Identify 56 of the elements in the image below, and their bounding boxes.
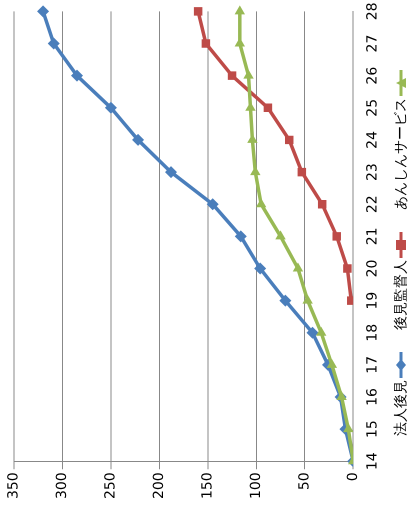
point bbox=[279, 294, 292, 307]
x-tick-label: 200 bbox=[151, 472, 168, 500]
point bbox=[306, 326, 318, 339]
y-tick-label: 28 bbox=[364, 2, 381, 20]
x-tick-label: 300 bbox=[54, 472, 70, 500]
point bbox=[234, 230, 247, 242]
y-tick-label: 24 bbox=[364, 130, 381, 149]
point bbox=[302, 294, 313, 304]
point bbox=[228, 71, 236, 80]
point bbox=[343, 264, 352, 273]
point bbox=[104, 102, 117, 114]
y-tick-label: 25 bbox=[364, 98, 381, 117]
point bbox=[132, 134, 144, 146]
point bbox=[165, 166, 177, 178]
x-tick-label: 0 bbox=[344, 472, 361, 482]
legend-label: 後見監督人 bbox=[392, 260, 410, 330]
point bbox=[256, 198, 266, 208]
point bbox=[194, 7, 202, 16]
y-tick-label: 20 bbox=[364, 260, 381, 278]
y-tick-label: 14 bbox=[364, 452, 381, 470]
point bbox=[284, 136, 294, 144]
x-tick-label: 350 bbox=[6, 472, 22, 500]
legend-label: 法人後見 bbox=[392, 380, 410, 436]
y-tick-label: 19 bbox=[364, 292, 381, 310]
legend-label: あんしんサービス bbox=[392, 98, 410, 210]
point bbox=[264, 104, 272, 112]
y-tick-label: 23 bbox=[364, 163, 381, 181]
point bbox=[318, 200, 326, 208]
x-tick-label: 150 bbox=[199, 472, 216, 500]
y-tick-label: 17 bbox=[364, 356, 381, 374]
point bbox=[336, 391, 347, 400]
point bbox=[298, 168, 306, 176]
point bbox=[37, 5, 50, 18]
point bbox=[234, 5, 246, 14]
point bbox=[70, 70, 83, 82]
y-tick-label: 15 bbox=[364, 420, 381, 438]
y-tick-label: 27 bbox=[364, 34, 381, 52]
y-tick-label: 26 bbox=[364, 66, 381, 85]
y-tick-label: 18 bbox=[364, 324, 381, 342]
point bbox=[254, 262, 266, 274]
y-tick-label: 21 bbox=[364, 227, 381, 246]
point bbox=[326, 358, 338, 368]
point bbox=[343, 423, 354, 432]
y-tick-label: 22 bbox=[364, 195, 381, 214]
point bbox=[206, 198, 219, 210]
point bbox=[316, 326, 326, 336]
x-tick-label: 50 bbox=[296, 472, 312, 490]
point bbox=[332, 232, 341, 241]
point bbox=[243, 70, 254, 79]
x-tick-label: 100 bbox=[248, 472, 264, 500]
x-tick-label: 250 bbox=[102, 472, 119, 500]
point bbox=[48, 38, 60, 50]
point bbox=[202, 39, 210, 48]
point bbox=[292, 262, 304, 272]
y-tick-label: 16 bbox=[364, 388, 381, 406]
point bbox=[275, 230, 286, 240]
